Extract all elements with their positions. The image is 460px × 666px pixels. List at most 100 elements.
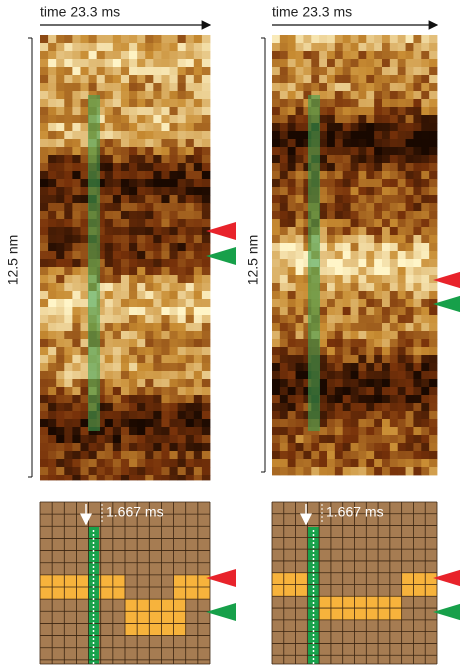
pixel — [137, 83, 146, 91]
pixel — [202, 379, 211, 387]
pixel — [40, 291, 49, 299]
pixel — [382, 443, 390, 451]
pixel — [145, 307, 154, 315]
pixel — [421, 131, 429, 139]
pixel — [56, 379, 65, 387]
pixel — [390, 163, 398, 171]
pixel — [186, 267, 195, 275]
pixel — [161, 275, 170, 283]
pixel — [129, 395, 138, 403]
pixel — [80, 131, 89, 139]
pixel — [153, 347, 162, 355]
pixel — [327, 307, 335, 315]
pixel — [80, 371, 89, 379]
pixel — [390, 435, 398, 443]
pixel — [72, 443, 81, 451]
pixel — [327, 107, 335, 115]
pixel — [153, 251, 162, 259]
pixel — [121, 43, 130, 51]
pixel — [390, 355, 398, 363]
pixel — [80, 99, 89, 107]
pixel — [186, 475, 195, 480]
pixel — [374, 115, 382, 123]
pixel — [113, 475, 122, 480]
grid-highlight — [272, 573, 307, 585]
pixel — [351, 83, 359, 91]
pixel — [186, 99, 195, 107]
pixel — [161, 67, 170, 75]
pixel — [105, 331, 114, 339]
pixel — [390, 187, 398, 195]
pixel — [413, 235, 421, 243]
pixel — [194, 307, 203, 315]
pixel — [56, 227, 65, 235]
pixel — [288, 419, 296, 427]
pixel — [280, 395, 288, 403]
pixel — [398, 283, 406, 291]
pixel — [319, 179, 327, 187]
pixel — [113, 211, 122, 219]
pixel — [178, 427, 187, 435]
pixel — [194, 187, 203, 195]
pixel — [170, 379, 179, 387]
pixel — [280, 131, 288, 139]
pixel — [374, 459, 382, 467]
pixel — [374, 171, 382, 179]
interval-label: 1.667 ms — [106, 504, 164, 520]
pixel — [413, 203, 421, 211]
pixel — [272, 51, 280, 59]
pixel — [129, 363, 138, 371]
pixel — [161, 155, 170, 163]
pixel — [319, 251, 327, 259]
pixel — [358, 219, 366, 227]
pixel — [413, 291, 421, 299]
pixel — [351, 107, 359, 115]
pixel — [288, 43, 296, 51]
pixel — [351, 435, 359, 443]
pixel — [351, 219, 359, 227]
pixel — [390, 203, 398, 211]
pixel — [351, 115, 359, 123]
pixel — [374, 251, 382, 259]
pixel — [429, 459, 437, 467]
pixel — [113, 291, 122, 299]
pixel — [137, 187, 146, 195]
pixel — [296, 427, 304, 435]
pixel — [343, 331, 351, 339]
pixel — [296, 43, 304, 51]
pixel — [161, 91, 170, 99]
pixel — [161, 75, 170, 83]
pixel — [145, 259, 154, 267]
pixel — [280, 147, 288, 155]
pixel — [351, 187, 359, 195]
pixel — [64, 283, 73, 291]
pixel — [366, 443, 374, 451]
pixel — [137, 235, 146, 243]
pixel — [335, 395, 343, 403]
pixel — [48, 59, 57, 67]
pixel — [121, 147, 130, 155]
pixel — [129, 251, 138, 259]
pixel — [48, 411, 57, 419]
pixel — [170, 283, 179, 291]
pixel — [358, 395, 366, 403]
pixel — [390, 299, 398, 307]
pixel — [272, 243, 280, 251]
pixel — [366, 163, 374, 171]
pixel — [327, 123, 335, 131]
pixel — [129, 307, 138, 315]
pixel — [186, 91, 195, 99]
pixel — [272, 323, 280, 331]
pixel — [366, 203, 374, 211]
pixel — [72, 283, 81, 291]
pixel — [288, 115, 296, 123]
pixel — [288, 99, 296, 107]
pixel — [113, 51, 122, 59]
pixel — [296, 179, 304, 187]
pixel — [170, 275, 179, 283]
pixel — [406, 203, 414, 211]
pixel — [64, 219, 73, 227]
pixel — [178, 171, 187, 179]
pixel — [366, 51, 374, 59]
pixel — [288, 347, 296, 355]
